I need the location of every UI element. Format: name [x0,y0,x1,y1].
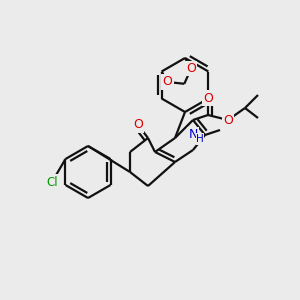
Text: N: N [188,128,198,142]
Text: O: O [133,118,143,131]
Text: O: O [203,92,213,104]
Text: O: O [223,113,233,127]
Text: Cl: Cl [46,176,58,188]
Text: O: O [186,62,196,75]
Text: O: O [163,76,172,88]
Text: H: H [196,134,204,144]
